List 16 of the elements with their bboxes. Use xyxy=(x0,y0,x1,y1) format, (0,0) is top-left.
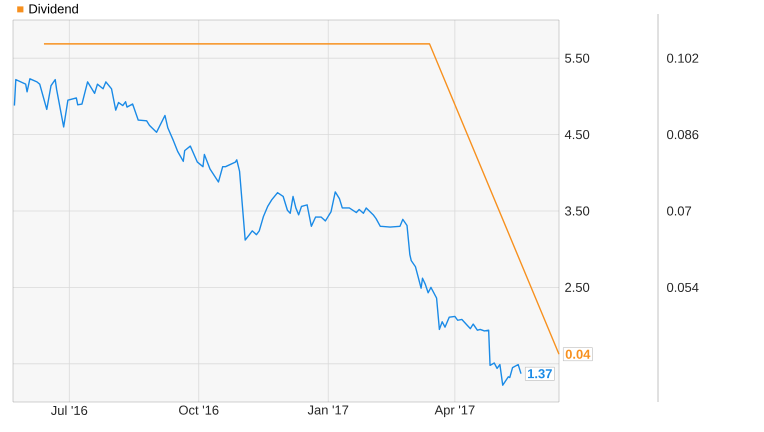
y-tick-label: 4.50 xyxy=(564,130,590,140)
legend-label: Dividend xyxy=(29,4,78,14)
data-label: 1.37 xyxy=(528,369,552,378)
x-tick-label: Jan '17 xyxy=(308,406,348,415)
y2-tick-label: 0.086 xyxy=(667,130,698,140)
x-tick-label: Jul '16 xyxy=(50,406,88,416)
y-tick-label: 2.50 xyxy=(565,282,590,292)
y2-tick-label: 0.07 xyxy=(667,206,692,216)
x-tick-label: Apr '17 xyxy=(434,406,475,418)
data-label: 0.04 xyxy=(566,350,590,359)
y-tick-label: 3.50 xyxy=(565,206,590,216)
line-series xyxy=(14,78,522,386)
y2-tick-label: 0.102 xyxy=(667,54,698,63)
y-tick-label: 5.50 xyxy=(565,54,590,63)
y2-tick-label: 0.054 xyxy=(667,282,699,292)
x-tick-label: Oct '16 xyxy=(179,406,218,415)
